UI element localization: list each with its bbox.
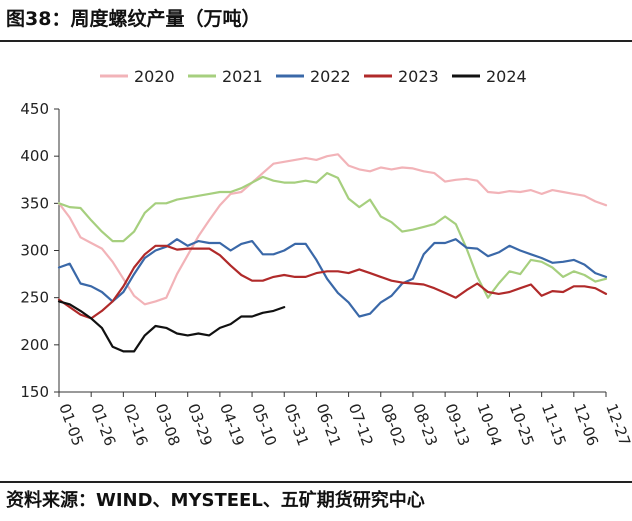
x-tick-label: 04-19 bbox=[216, 401, 248, 448]
series-line-2023 bbox=[57, 244, 608, 320]
x-tick-label: 10-04 bbox=[474, 401, 506, 448]
legend-label-2022: 2022 bbox=[310, 67, 351, 86]
x-tick-label: 01-05 bbox=[55, 401, 87, 448]
legend-label-2023: 2023 bbox=[398, 67, 439, 86]
series-line-2024 bbox=[57, 300, 286, 353]
legend-label-2024: 2024 bbox=[486, 67, 527, 86]
x-tick-label: 12-27 bbox=[602, 401, 632, 448]
x-tick-label: 11-15 bbox=[538, 401, 570, 448]
x-tick-label: 01-26 bbox=[87, 401, 119, 448]
x-tick-label: 10-25 bbox=[506, 401, 538, 448]
y-tick-label: 450 bbox=[20, 100, 49, 118]
y-tick-label: 300 bbox=[20, 242, 49, 260]
x-tick-label: 12-06 bbox=[570, 401, 602, 448]
x-tick-label: 03-29 bbox=[184, 401, 216, 448]
source-note: 资料来源：WIND、MYSTEEL、五矿期货研究中心 bbox=[6, 490, 425, 511]
x-tick-label: 07-12 bbox=[345, 401, 377, 448]
series-line-2022 bbox=[57, 238, 608, 318]
legend-label-2020: 2020 bbox=[134, 67, 175, 86]
series-line-2021 bbox=[57, 172, 608, 299]
figure-title: 图38：周度螺纹产量（万吨） bbox=[6, 8, 261, 30]
x-tick-label: 05-31 bbox=[280, 401, 312, 448]
y-tick-label: 350 bbox=[20, 194, 49, 212]
x-tick-label: 05-10 bbox=[248, 401, 280, 448]
x-tick-label: 06-21 bbox=[313, 401, 345, 448]
y-tick-label: 250 bbox=[20, 289, 49, 307]
y-tick-label: 150 bbox=[20, 383, 49, 401]
line-chart: 150 200 250 300 350 400 450 01-05 01-26 02-16 03-0… bbox=[20, 67, 632, 448]
y-tick-label: 200 bbox=[20, 336, 49, 354]
series-line-2020 bbox=[57, 153, 608, 306]
x-tick-label: 09-13 bbox=[441, 401, 473, 448]
title-rule bbox=[0, 40, 632, 42]
x-tick-label: 02-16 bbox=[120, 401, 152, 448]
x-tick-label: 03-08 bbox=[152, 401, 184, 448]
x-tick-label: 08-23 bbox=[409, 401, 441, 448]
legend-label-2021: 2021 bbox=[222, 67, 263, 86]
source-rule bbox=[0, 481, 632, 483]
y-tick-label: 400 bbox=[20, 147, 49, 165]
x-tick-label: 08-02 bbox=[377, 401, 409, 448]
